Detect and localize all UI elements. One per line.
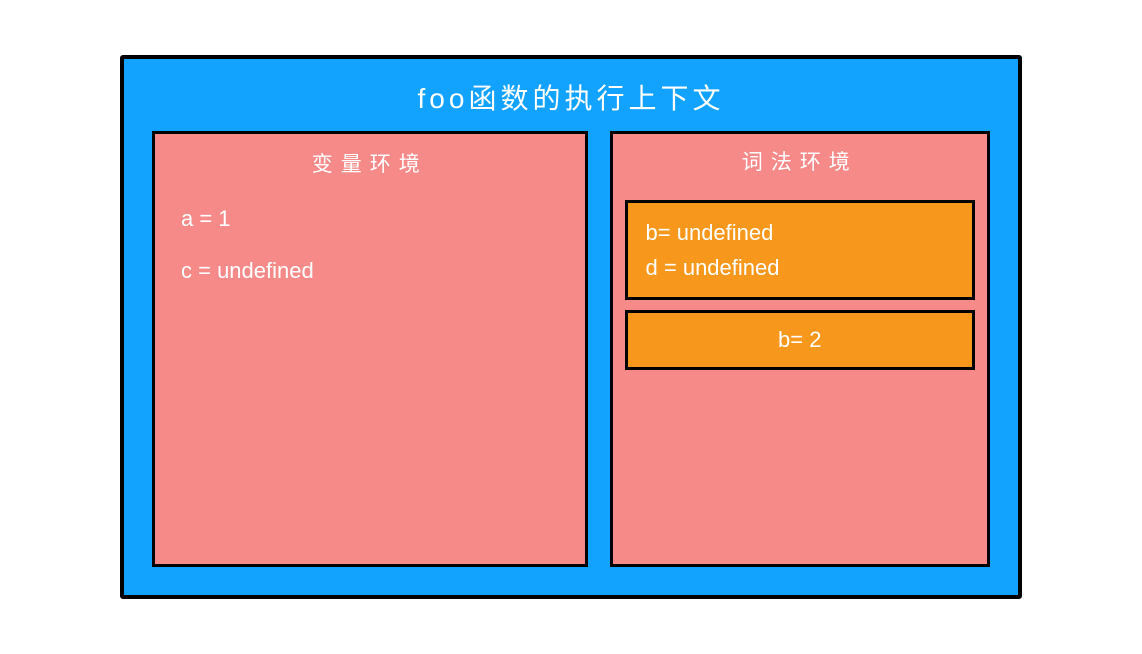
context-title: foo函数的执行上下文 xyxy=(152,77,990,117)
panels-row: 变量环境 a = 1 c = undefined 词法环境 b= undefin… xyxy=(152,131,990,567)
lexical-scope-block-1: b= undefined d = undefined xyxy=(625,200,975,300)
variable-environment-panel: 变量环境 a = 1 c = undefined xyxy=(152,131,588,567)
lexical-scope-block-2: b= 2 xyxy=(625,310,975,370)
scope-line-b: b= undefined xyxy=(646,215,954,250)
var-line-c: c = undefined xyxy=(177,258,563,284)
scope-line-d: d = undefined xyxy=(646,250,954,285)
variable-env-title: 变量环境 xyxy=(177,148,563,178)
var-line-a: a = 1 xyxy=(177,206,563,232)
execution-context-frame: foo函数的执行上下文 变量环境 a = 1 c = undefined 词法环… xyxy=(120,55,1022,599)
lexical-environment-panel: 词法环境 b= undefined d = undefined b= 2 xyxy=(610,131,990,567)
scope-line-b2: b= 2 xyxy=(646,327,954,353)
lexical-env-title: 词法环境 xyxy=(625,146,975,176)
